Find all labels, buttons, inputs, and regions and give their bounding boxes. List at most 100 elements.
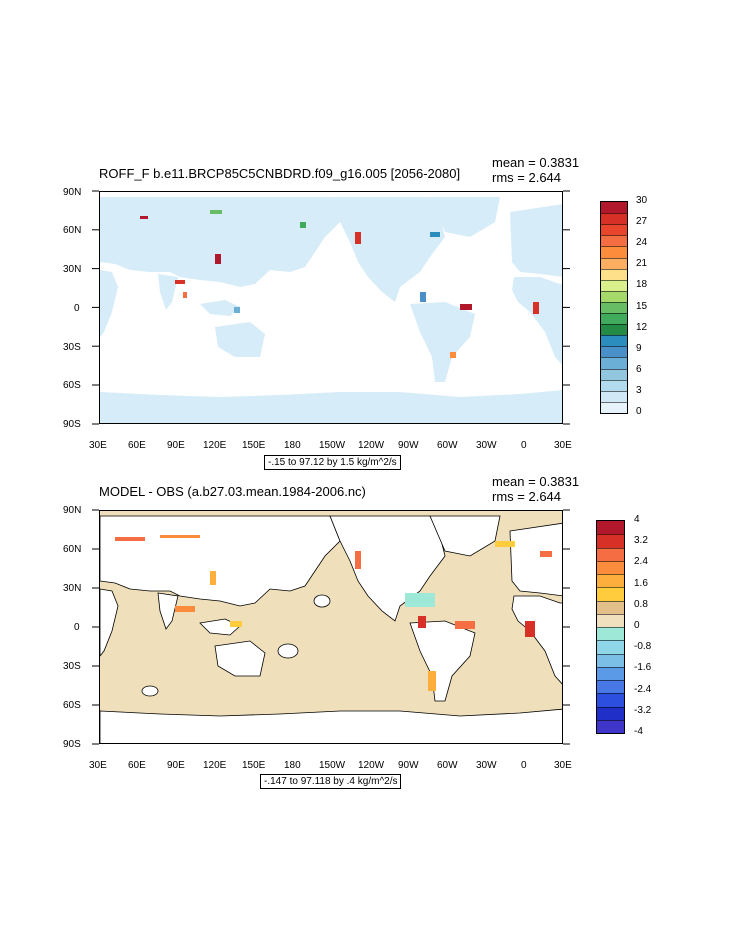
colorbar-swatch [601,346,627,358]
colorbar-swatch [601,368,627,380]
colorbar-label: 12 [636,321,648,333]
colorbar-label: -3.2 [634,704,652,716]
landmass-europe [509,522,562,597]
rms-value: rms = 2.644 [492,489,562,504]
lon-label: 60W [437,760,458,771]
lon-label: 120E [203,440,227,451]
colorbar-label: 1.6 [634,577,648,589]
lon-label: 30E [89,440,107,451]
lon-label: 30W [476,440,497,451]
colorbar-swatch [597,627,624,641]
landmass-greenland [430,197,500,237]
lon-label: 120W [358,440,385,451]
runoff-field-map [100,197,562,423]
lat-label: 60N [63,544,82,555]
lon-label: 120W [358,760,385,771]
colorbar-label: 30 [636,195,648,206]
colorbar-swatch [597,534,624,548]
colorbar-swatch [601,324,627,336]
colorbar-swatch [601,202,627,214]
landmass-europe [510,204,562,277]
lon-label: 0 [521,760,527,771]
lat-label: 60N [63,225,82,236]
colorbar-label: 18 [636,279,648,291]
land-mask [100,197,562,423]
colorbar [596,520,625,734]
landmass-eurasia [100,197,340,287]
colorbar-swatch [601,301,627,314]
panel-title: ROFF_F b.e11.BRCP85C5CNBDRD.f09_g16.005 … [99,166,461,181]
colorbar-swatch [597,574,624,588]
colorbar-label: 6 [636,363,642,375]
mean-value: mean = 0.3831 [492,155,580,170]
colorbar-swatch [597,706,624,720]
rms-value: rms = 2.644 [492,170,562,185]
landmass-india [157,592,179,630]
colorbar-swatch [601,213,627,225]
lat-label: 90S [63,739,81,750]
colorbar-label: 24 [636,237,648,249]
lon-label: 30W [476,760,497,771]
panel-title: MODEL - OBS (a.b27.03.mean.1984-2006.nc) [99,484,366,499]
landmass-antarctica [100,390,562,423]
colorbar-swatch [601,335,627,347]
colorbar-swatch [601,246,627,258]
lon-label: 30E [554,760,572,771]
colorbar-label: 0 [636,406,642,417]
colorbar-swatch [597,547,624,561]
difference-field-map [100,515,562,743]
lon-label: 90E [167,440,185,451]
island-kerguelen [141,685,159,697]
colorbar-swatch [601,390,627,402]
colorbar-label: -4 [634,726,643,737]
landmass-africa-west [511,595,562,685]
colorbar-swatch [601,379,627,391]
colorbar-label: 9 [636,342,642,354]
landmass-indonesia [200,300,240,316]
colorbar-label: 3 [636,384,642,396]
colorbar-swatch [597,653,624,667]
colorbar-swatch [597,680,624,694]
lat-label: 30N [63,264,82,275]
colorbar-label: 0.8 [634,598,648,610]
map-plot-area [99,191,563,424]
colorbar-label: 0 [634,620,640,631]
contour-range-label: -.147 to 97.118 by .4 kg/m^2/s [260,774,402,789]
coastal-differences [115,535,552,691]
colorbar-swatch [601,224,627,236]
colorbar-label: 15 [636,300,648,312]
lat-label: 60S [63,380,81,391]
colorbar-swatch [601,268,627,280]
lon-label: 120E [203,760,227,771]
colorbar-label: 2.4 [634,556,648,568]
lat-label: 90N [63,187,82,198]
colorbar-label: 21 [636,258,648,270]
landmass-eurasia [100,515,341,607]
colorbar-swatch [597,719,624,733]
lat-label: 30S [63,342,81,353]
colorbar-swatch [601,257,627,269]
landmass-australia [214,640,266,677]
colorbar-swatch [597,666,624,680]
lat-label: 0 [74,622,80,633]
colorbar-swatch [597,600,624,614]
lon-label: 90W [398,440,419,451]
colorbar-label: 27 [636,216,648,228]
colorbar [600,201,628,414]
lon-label: 180 [284,440,301,451]
lon-label: 150E [242,440,266,451]
lon-label: 180 [284,760,301,771]
lat-label: 90S [63,419,81,430]
landmass-india [158,274,178,310]
landmass-africa-east [100,588,119,657]
lon-label: 150W [319,440,346,451]
colorbar-swatch [597,640,624,654]
landmass-africa-east [100,270,118,337]
colorbar-swatch [601,279,627,291]
runoff-hotspots [140,210,539,358]
lon-label: 60W [437,440,458,451]
island-new-zealand [277,643,299,659]
lon-label: 0 [521,440,527,451]
lon-label: 30E [89,760,107,771]
lat-label: 30N [63,583,82,594]
